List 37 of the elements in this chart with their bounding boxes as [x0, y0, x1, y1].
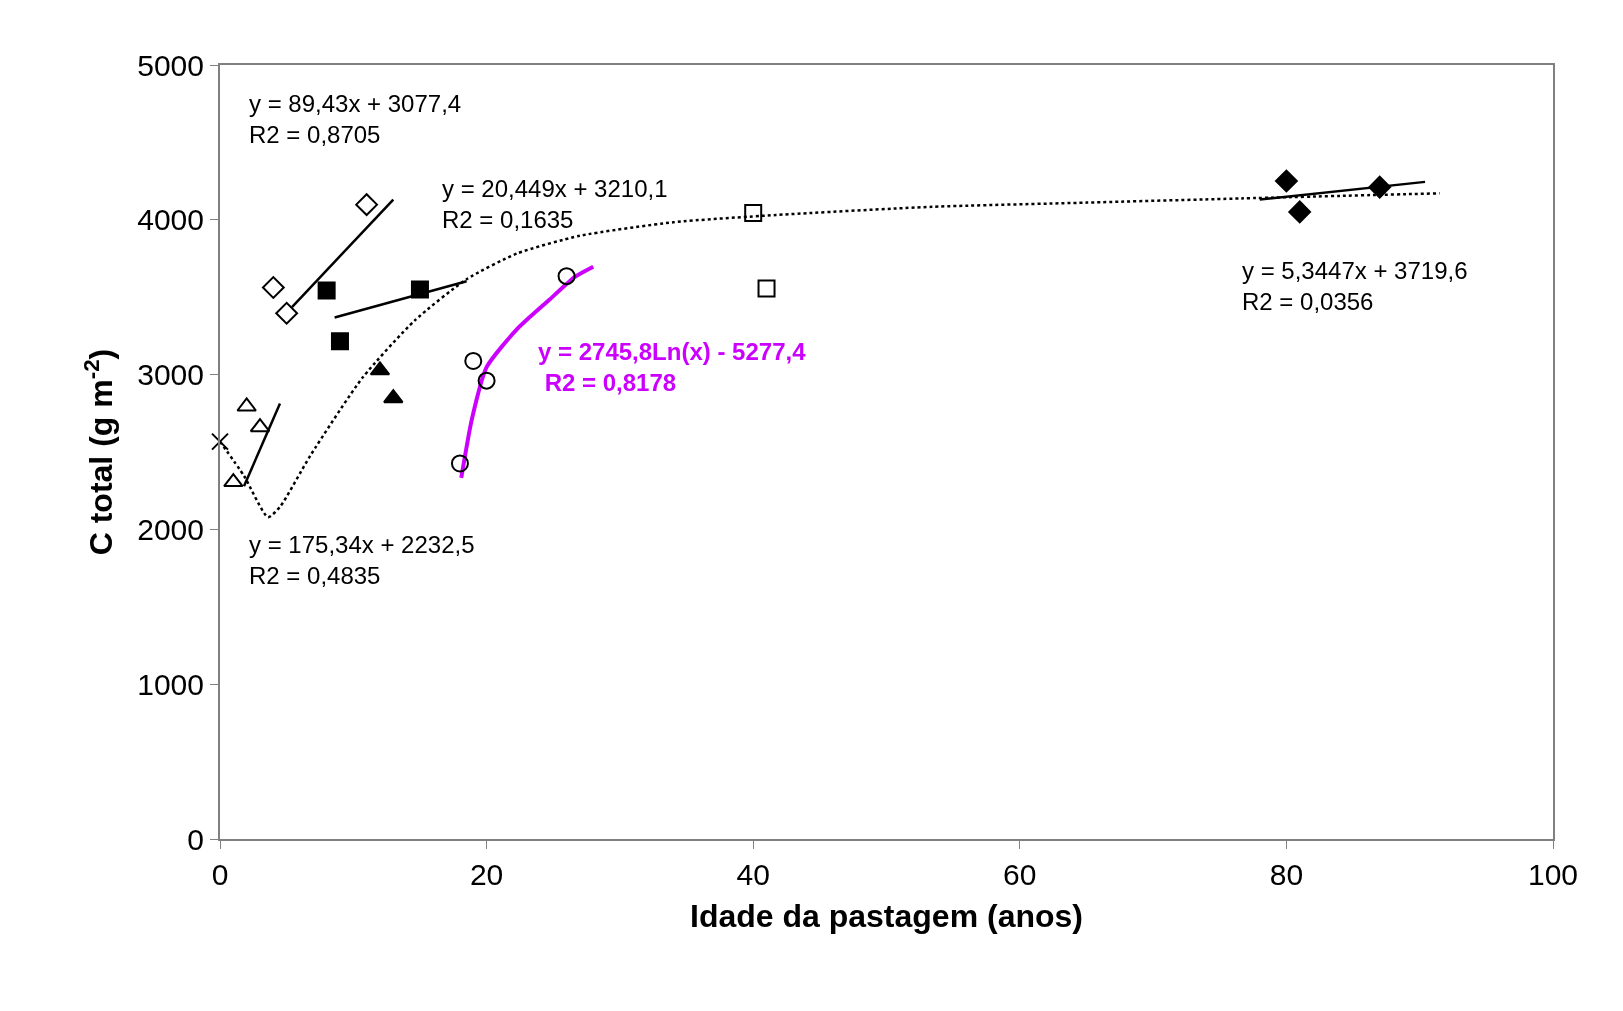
y-tick-label: 5000: [137, 48, 204, 82]
point: [1275, 169, 1298, 193]
x-tick-label: 60: [1003, 858, 1037, 891]
y-tick-label: 0: [187, 822, 204, 856]
x-tick-label: 100: [1527, 858, 1579, 891]
point: [211, 432, 229, 451]
point: [477, 371, 496, 390]
point: [464, 351, 483, 370]
point: [744, 203, 763, 222]
point: [275, 301, 299, 325]
point: [223, 473, 244, 488]
annotation: y = 89,43x + 3077,4 R2 = 0,8705: [249, 90, 462, 149]
point: [410, 280, 429, 299]
point: [450, 454, 469, 473]
point: [330, 332, 349, 351]
point: [236, 397, 257, 412]
x-axis-title: Idade da pastagem (anos): [690, 898, 1083, 935]
y-tick-label: 1000: [137, 667, 204, 701]
x-tick-label: 80: [1269, 858, 1304, 891]
point: [557, 267, 576, 286]
x-tick-label: 20: [469, 858, 504, 891]
annotation: y = 20,449x + 3210,1 R2 = 0,1635: [442, 175, 668, 234]
point: [1288, 200, 1312, 224]
x-tick-label: 40: [736, 858, 770, 891]
point: [317, 281, 336, 300]
point: [383, 389, 404, 404]
annotation: y = 5,3447x + 3719,6 R2 = 0,0356: [1242, 257, 1468, 316]
annotation: y = 175,34x + 2232,5 R2 = 0,4835: [249, 531, 475, 590]
y-tick-label: 2000: [137, 512, 204, 546]
point: [355, 193, 379, 217]
x-tick-label: 0: [211, 858, 229, 891]
point: [757, 279, 776, 298]
y-tick-label: 4000: [137, 203, 204, 237]
y-tick-label: 3000: [137, 358, 204, 392]
point: [261, 276, 285, 299]
point: [1368, 175, 1392, 199]
annotation: y = 2745,8Ln(x) - 5277,4 R2 = 0,8178: [538, 338, 807, 397]
